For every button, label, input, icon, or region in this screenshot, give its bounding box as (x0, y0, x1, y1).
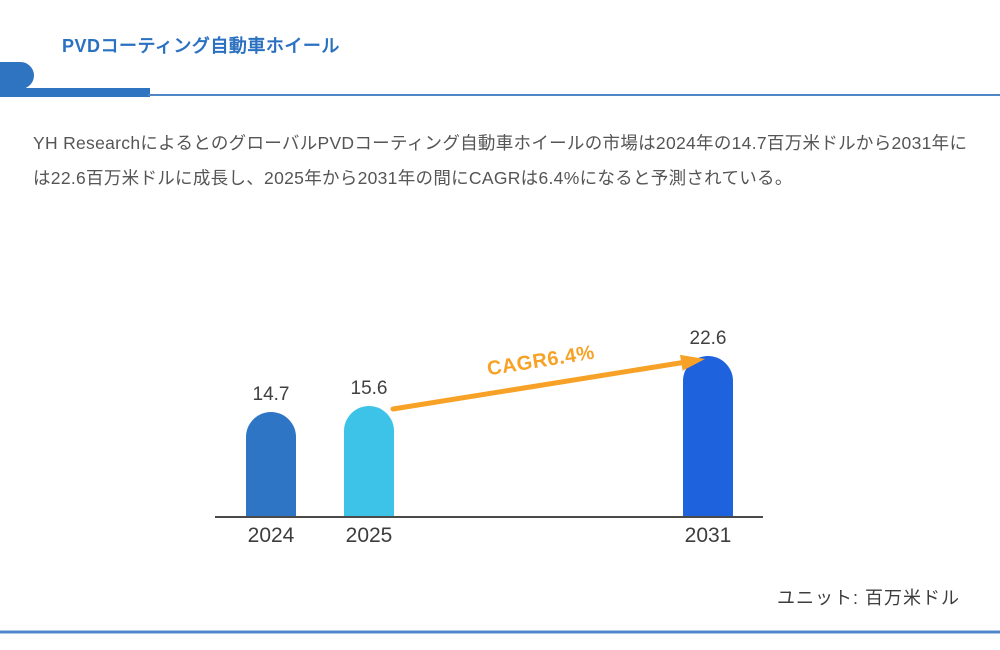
header-accent-bar (0, 88, 150, 97)
cagr-growth-arrow (390, 354, 705, 412)
bar-2031 (683, 356, 733, 516)
bar-value-2031: 22.6 (689, 328, 727, 349)
bar-2025 (344, 406, 394, 516)
header-accent-shape (0, 62, 34, 89)
bar-value-2025: 15.6 (350, 378, 388, 399)
market-summary-paragraph: YH ResearchによるとのグローバルPVDコーティング自動車ホイールの市場… (33, 133, 968, 188)
page-title: PVDコーティング自動車ホイール (62, 36, 340, 56)
x-tick-2025: 2025 (345, 524, 393, 547)
bar-2024 (246, 412, 296, 516)
x-axis-line (215, 516, 763, 518)
header-divider-line (148, 94, 1000, 96)
unit-label: ユニット: 百万米ドル (776, 588, 960, 608)
x-tick-2024: 2024 (247, 524, 295, 547)
bar-value-2024: 14.7 (252, 384, 290, 405)
footer-divider-line (0, 631, 1000, 633)
x-tick-2031: 2031 (684, 524, 732, 547)
